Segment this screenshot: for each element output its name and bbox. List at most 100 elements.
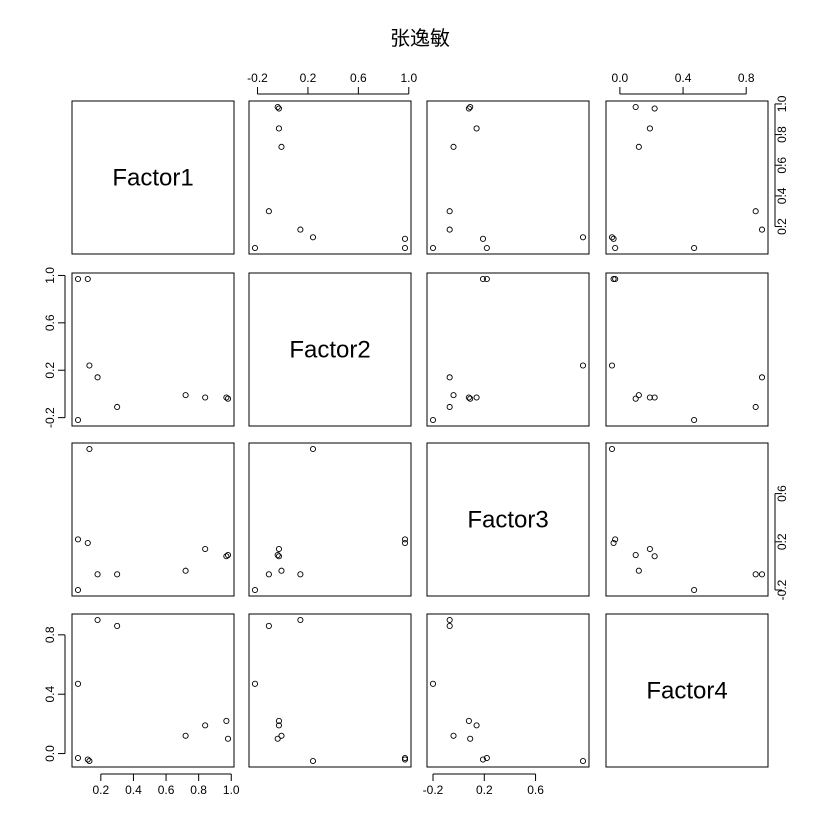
data-point [450,732,457,739]
data-point [579,757,587,765]
tick-label: 0.8 [43,626,57,643]
data-point [579,362,587,369]
panel-frame [248,100,412,255]
tick-label: -0.2 [775,579,789,600]
data-point [274,552,281,559]
data-point [483,275,490,283]
tick-label: 0.8 [190,783,207,797]
data-point [74,754,82,762]
panel-factor3-vs-factor3: Factor3 [426,442,590,597]
panel-frame [248,272,412,427]
tick-label: 0.8 [738,71,755,85]
tick-label: 0.4 [43,686,57,703]
data-point [251,586,259,594]
data-point [84,275,91,283]
panel-frame [605,100,769,255]
data-point [114,403,121,411]
panel-frame [426,613,590,768]
data-point [479,756,487,763]
tick-label: 0.2 [775,218,789,235]
panel-frame [605,442,769,597]
data-point [752,208,759,215]
data-point [114,622,121,629]
tick-label: -0.2 [247,71,268,85]
data-point [94,616,101,624]
data-point [182,567,189,574]
data-point [74,416,82,424]
panel-factor1-vs-factor2 [248,100,412,255]
data-point [465,717,472,724]
data-point [251,244,259,252]
data-point [265,208,272,215]
data-point [610,235,617,242]
tick-label: 0.6 [775,157,789,174]
data-point [297,571,304,578]
data-point [275,545,283,553]
data-point [309,234,317,241]
tick-label: 0.0 [43,745,57,762]
data-point [651,394,658,401]
tick-label: 0.4 [775,187,789,204]
data-point [401,244,409,252]
tick-label: 0.8 [775,126,789,143]
data-point [450,392,457,399]
data-point [467,103,474,111]
data-point [401,536,409,543]
data-point [608,445,616,453]
tick-label: 1.0 [400,71,417,85]
panel-factor2-vs-factor2: Factor2 [248,272,412,427]
data-point [651,105,658,112]
panel-factor2-vs-factor3 [426,272,590,427]
diagonal-label-factor2: Factor2 [289,337,370,364]
tick-label: 0.2 [300,71,317,85]
data-point [610,539,617,547]
data-point [632,103,639,111]
data-point [446,622,453,629]
data-point [635,143,642,150]
data-point [429,680,437,687]
panel-frame [71,272,235,427]
data-point [479,235,487,242]
data-point [646,545,653,553]
data-point [94,571,101,578]
data-point [446,226,453,233]
data-point [297,226,304,233]
data-point [74,275,82,283]
data-point [94,374,101,381]
tick-label: 0.4 [125,783,142,797]
data-point [691,586,698,594]
data-point [465,105,472,112]
data-point [429,244,437,252]
data-point [646,125,653,132]
tick-label: 0.0 [612,71,629,85]
data-point [467,735,474,742]
panel-factor4-vs-factor1 [71,613,235,768]
panel-factor1-vs-factor1: Factor1 [71,100,235,255]
data-point [224,395,232,402]
tick-label: -0.2 [43,407,57,428]
panel-factor2-vs-factor1 [71,272,235,427]
panel-factor2-vs-factor4 [605,272,769,427]
data-point [479,275,487,283]
data-point [483,244,490,252]
data-point [114,571,121,578]
data-point [182,392,189,399]
panel-frame [426,272,590,427]
data-point [401,235,409,242]
data-point [483,754,490,762]
panel-frame [248,442,412,597]
data-point [752,571,759,578]
panel-factor3-vs-factor4 [605,442,769,597]
data-point [450,143,457,150]
tick-label: 1.0 [43,267,57,284]
data-point [251,680,259,687]
tick-label: 0.6 [43,314,57,331]
panel-factor4-vs-factor4: Factor4 [605,613,769,768]
data-point [202,545,209,553]
data-point [275,125,283,132]
data-point [612,244,619,252]
data-point [84,756,91,763]
data-point [223,717,230,724]
tick-label: 0.4 [675,71,692,85]
